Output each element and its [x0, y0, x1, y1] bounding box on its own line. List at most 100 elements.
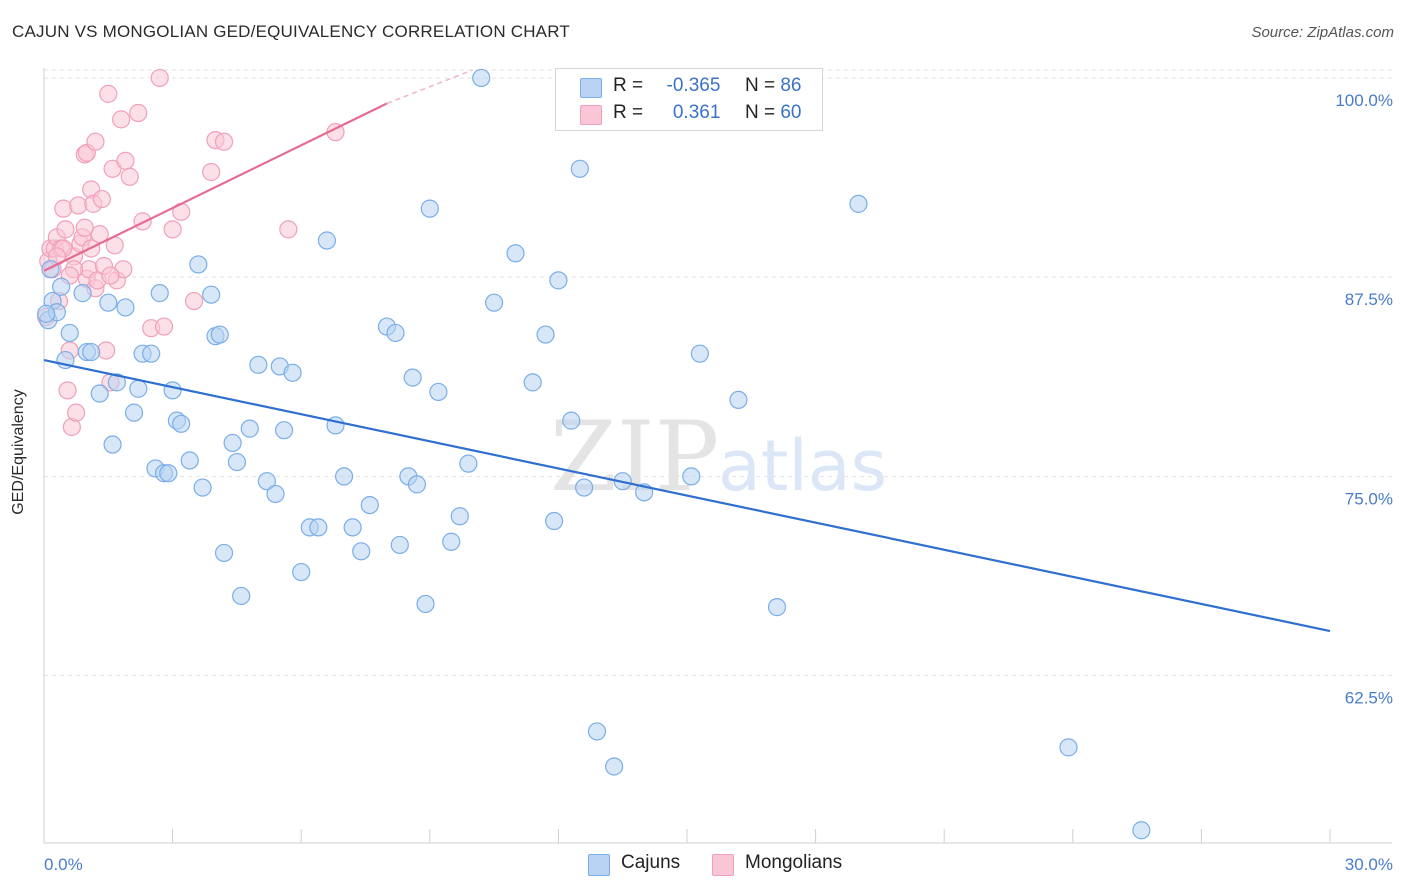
mongolians-point: [129, 103, 148, 123]
y-tick-label: 87.5%: [1345, 290, 1393, 309]
cajuns-point: [1059, 738, 1078, 757]
cajuns-point: [172, 414, 191, 433]
cajuns-point: [523, 373, 542, 392]
cajuns-point: [159, 464, 178, 483]
cajuns-point: [292, 562, 311, 582]
x-tick-label-max: 30.0%: [1345, 855, 1393, 874]
cajuns-point: [459, 454, 478, 473]
mongolians-point: [97, 341, 116, 360]
data-points: [37, 68, 1151, 840]
cajuns-point: [360, 495, 379, 515]
cajuns-point: [472, 68, 491, 88]
mongolians-point: [116, 151, 135, 170]
cajuns-point: [90, 384, 109, 403]
cajuns-point: [142, 344, 161, 363]
cajuns-point: [52, 277, 71, 296]
mongolians-point: [86, 132, 105, 151]
mongolians-point: [101, 266, 120, 285]
cajuns-point: [407, 475, 427, 494]
cajuns-point: [429, 382, 448, 402]
n-label: N =: [744, 75, 776, 96]
cajuns-point: [283, 363, 302, 382]
cajuns-point: [386, 323, 405, 343]
cajuns-point: [103, 435, 122, 454]
cajuns-point: [73, 284, 92, 303]
cajuns-point: [1132, 821, 1151, 840]
mongolians-point: [112, 110, 131, 129]
cajuns-point: [587, 722, 607, 741]
cajuns-point: [37, 304, 56, 323]
mongolians-swatch: [580, 105, 602, 125]
cajuns-point: [60, 323, 79, 343]
cajuns-point: [450, 507, 469, 526]
y-tick-label: 100.0%: [1335, 91, 1393, 110]
n-value: 60: [780, 102, 802, 123]
mongolians-point: [56, 220, 75, 239]
cajuns-point: [562, 411, 581, 430]
mongolians-point: [214, 132, 234, 151]
cajuns-point: [129, 379, 148, 398]
y-tick-label: 75.0%: [1345, 489, 1393, 508]
gridlines: [44, 69, 1392, 677]
cajuns-point: [420, 199, 439, 218]
cajuns-point: [767, 598, 787, 617]
legend-label-cajuns: Cajuns: [621, 852, 681, 873]
cajuns-point: [416, 594, 435, 614]
cajuns-point: [403, 368, 422, 387]
cajuns-point: [232, 586, 251, 606]
cajuns-point: [249, 355, 268, 374]
legend-swatch-mongolians: [712, 854, 734, 876]
cajuns-point: [352, 542, 371, 561]
mongolians-point: [150, 68, 169, 88]
mongolians-point: [69, 196, 88, 215]
cajuns-point: [180, 451, 199, 470]
mongolians-point: [279, 220, 298, 239]
mongolians-point: [133, 212, 152, 231]
cajuns-point: [82, 342, 101, 362]
cajuns-point: [575, 478, 594, 497]
mongolians-point: [163, 220, 182, 239]
r-value: -0.365: [666, 75, 721, 96]
mongolians-point: [92, 189, 111, 209]
r-label: R =: [613, 75, 644, 96]
n-label: N =: [744, 102, 776, 123]
cajuns-point: [150, 284, 169, 303]
cajuns-point: [729, 390, 748, 410]
cajuns-point: [343, 518, 362, 537]
cajuns-point: [223, 433, 242, 453]
cajuns-trend-line: [43, 358, 1331, 633]
cajuns-swatch: [580, 78, 602, 98]
cajuns-point: [266, 484, 285, 504]
cajuns-point: [485, 293, 504, 312]
mongolians-point: [184, 291, 204, 311]
source-credit: Source: ZipAtlas.com: [1251, 24, 1394, 41]
cajuns-point: [309, 518, 328, 537]
legend-label-mongolians: Mongolians: [745, 852, 843, 873]
stats-box: R = -0.365 N = 86 R = 0.361 N = 60: [555, 68, 823, 131]
cajuns-point: [41, 260, 60, 279]
cajuns-point: [849, 194, 868, 213]
mongolians-point: [67, 403, 86, 422]
mongolians-point: [120, 167, 139, 186]
cajuns-point: [690, 344, 709, 363]
cajuns-point: [545, 511, 564, 531]
y-tick-label: 62.5%: [1345, 689, 1393, 708]
cajuns-point: [682, 467, 701, 486]
cajuns-point: [124, 403, 144, 422]
cajuns-point: [334, 467, 354, 486]
cajuns-point: [107, 373, 126, 392]
mongolians-point: [202, 162, 221, 182]
mongolians-trend-line: [43, 102, 388, 272]
cajuns-point: [193, 478, 212, 497]
mongolians-point: [75, 218, 94, 237]
mongolians-point: [154, 317, 174, 336]
cajuns-point: [257, 472, 277, 491]
cajuns-point: [317, 231, 337, 250]
cajuns-point: [506, 244, 525, 263]
mongolians-point: [58, 381, 77, 400]
cajuns-point: [442, 532, 461, 551]
mongolians-point: [54, 199, 73, 218]
cajuns-point: [163, 381, 182, 400]
cajuns-point: [202, 285, 221, 304]
